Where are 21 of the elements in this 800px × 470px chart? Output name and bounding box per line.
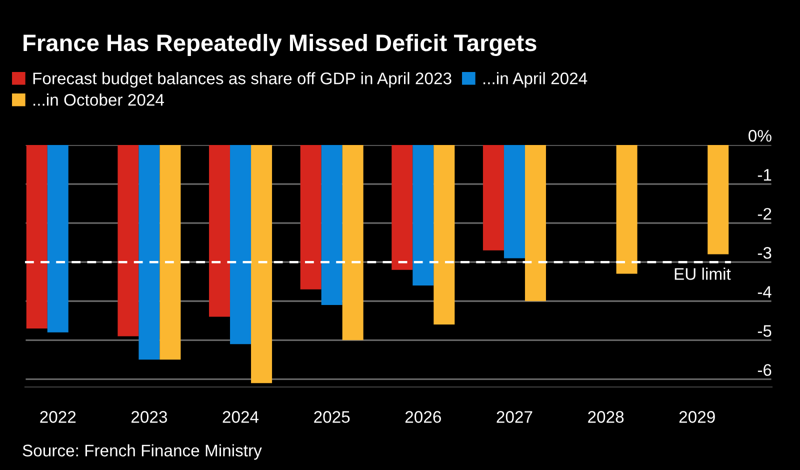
x-tick-label: 2025 — [314, 411, 350, 423]
chart-title: France Has Repeatedly Missed Deficit Targets — [24, 34, 536, 56]
x-tick-label: 2026 — [405, 411, 441, 423]
source-note: Source: French Finance Ministry — [22, 444, 262, 460]
y-tick-label: -1 — [758, 169, 772, 181]
y-tick-label: -6 — [758, 364, 772, 376]
legend-label: ...in April 2024 — [484, 72, 588, 88]
x-tick-label: 2024 — [222, 411, 259, 423]
y-tick-label: 0% — [748, 130, 772, 142]
y-tick-label: -3 — [758, 247, 772, 259]
x-tick-label: 2023 — [132, 411, 168, 423]
ref-line-label: EU limit — [674, 268, 731, 280]
legend-label: ...in October 2024 — [34, 94, 164, 106]
legend-label: Forecast budget balances as share off GDP in April 2023 — [33, 72, 452, 88]
y-tick-label: -5 — [758, 325, 772, 337]
y-tick-label: -4 — [758, 286, 772, 298]
y-tick-label: -2 — [758, 208, 772, 220]
x-tick-label: 2027 — [496, 411, 532, 423]
x-tick-label: 2028 — [588, 411, 624, 423]
x-tick-label: 2022 — [40, 411, 76, 423]
x-tick-label: 2029 — [679, 411, 715, 423]
